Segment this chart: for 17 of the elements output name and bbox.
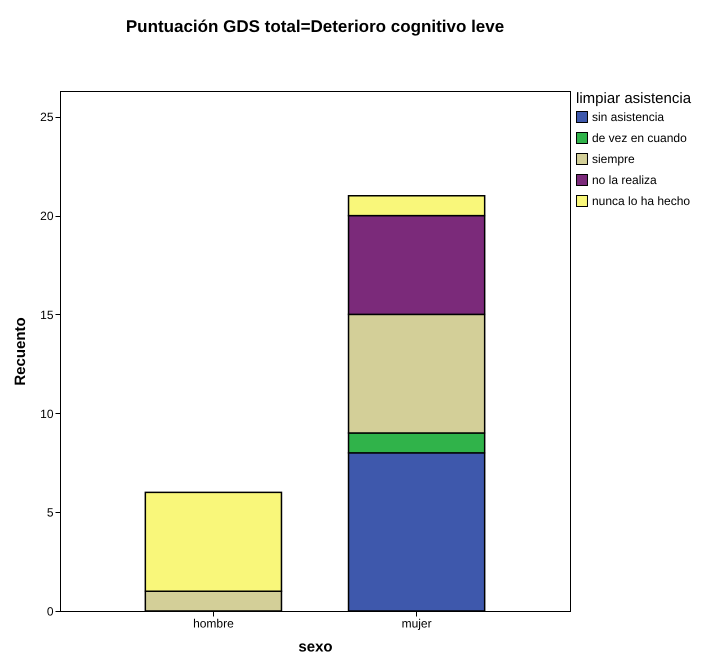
chart-title: Puntuación GDS total=Deterioro cognitivo leve <box>126 17 504 36</box>
legend-label: nunca lo ha hecho <box>592 194 690 208</box>
x-tick-label: mujer <box>402 616 432 630</box>
y-tick-label: 0 <box>46 604 54 618</box>
y-tick-label: 5 <box>46 506 54 520</box>
legend-label: siempre <box>592 152 636 166</box>
y-tick-label: 10 <box>40 406 54 421</box>
legend-label: sin asistencia <box>592 110 664 124</box>
y-tick-label: 25 <box>40 110 54 124</box>
x-tick-label: hombre <box>193 616 234 630</box>
y-tick-label: 20 <box>40 209 54 224</box>
legend-label: no la realiza <box>592 173 658 187</box>
y-tick-label: 15 <box>40 308 54 322</box>
x-axis-title: sexo <box>298 638 333 656</box>
legend-title: limpiar asistencia <box>576 90 692 107</box>
legend-label: de vez en cuando <box>592 131 688 145</box>
y-axis-title: Recuento <box>12 317 30 386</box>
